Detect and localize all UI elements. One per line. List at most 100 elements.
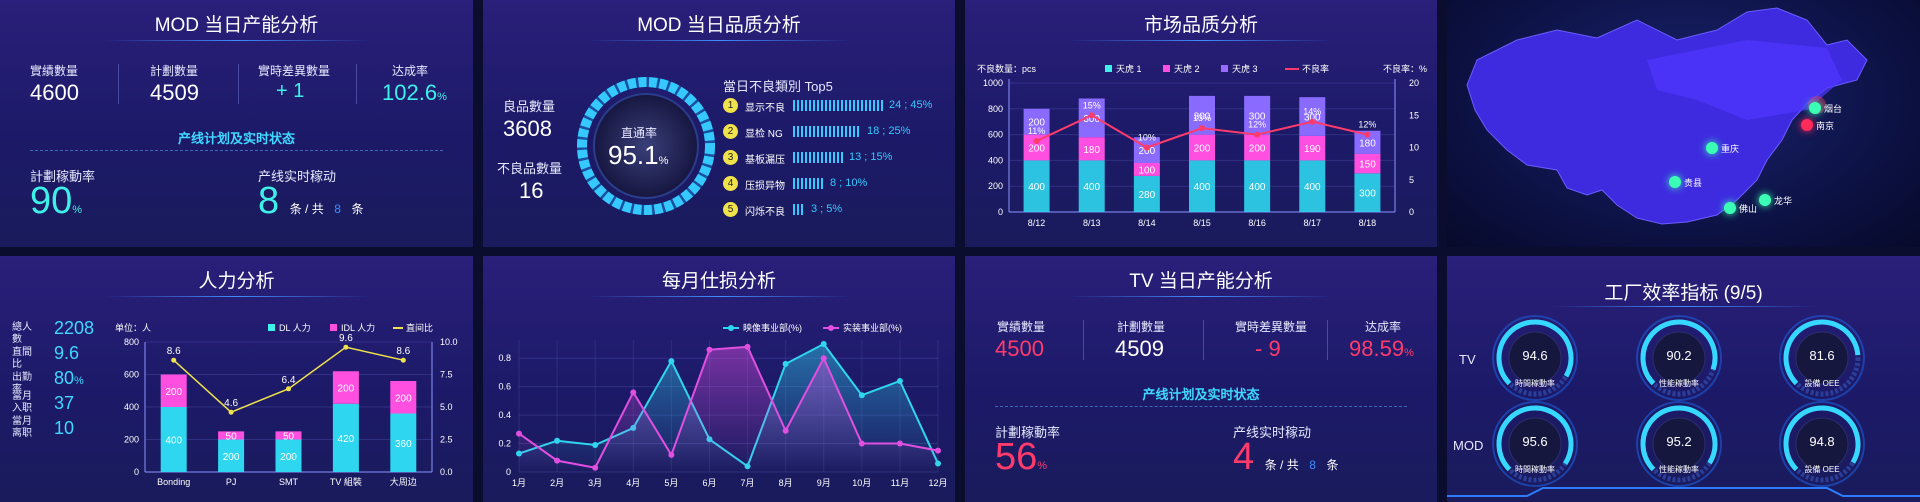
rate-number: 90 [30, 180, 73, 222]
summary-label: 直間比 [12, 347, 32, 370]
stat-label: 計劃數量 [1117, 320, 1166, 334]
x-tick-label: 8月 [779, 478, 793, 488]
title-underline [104, 40, 369, 41]
x-tick-label: 8/12 [1028, 218, 1046, 228]
gauge-label: 性能稼動率 [1659, 379, 1699, 388]
y-tick-label: 0 [506, 467, 511, 477]
x-tick-label: PJ [226, 477, 237, 487]
x-tick-label: 9月 [817, 478, 831, 488]
x-tick-label: 4月 [626, 478, 640, 488]
line-point [554, 457, 561, 464]
axis-title-right: 不良率：% [1383, 63, 1427, 74]
rate-label: 計劃稼動率 [995, 425, 1061, 440]
line-point [858, 392, 865, 399]
gauge-core [1508, 417, 1562, 471]
bar-value-label: 420 [338, 434, 355, 445]
efficiency-gauges [1447, 315, 1920, 497]
defect-bar [793, 204, 805, 215]
rank-badge: 2 [723, 124, 738, 139]
bar-segment [1078, 137, 1105, 161]
row-label-mod: MOD [1453, 438, 1484, 453]
stat-number: 98.59 [1349, 336, 1405, 361]
line-point [1143, 144, 1150, 151]
bar-segment [332, 371, 359, 404]
bar-value-label: 200 [1249, 144, 1266, 155]
gauge-arc [1496, 319, 1574, 386]
manpower-chart: 单位：人 DL 人力 IDL 人力 直间比 0 200 400 600 800 0.0 2.5 5.0… [115, 322, 458, 487]
gauge-label: 時間稼動率 [1515, 379, 1555, 388]
x-tick-label: 6月 [702, 478, 716, 488]
y2-tick-label: 5.0 [440, 402, 453, 412]
move-label: 产线实时稼动 [1233, 425, 1312, 440]
panel-map: 烟台 南京 重庆 贵县 佛山 龙华 [1447, 0, 1920, 247]
line-value-label: 6.4 [282, 375, 296, 386]
good-value: 3608 [503, 116, 552, 141]
panel-title: TV 当日产能分析 [1129, 271, 1273, 292]
defect-name: 基板漏压 [745, 155, 785, 166]
gauge-outer-ring [1492, 401, 1578, 487]
stat-unit: % [437, 91, 447, 103]
bar-value-label: 200 [1139, 146, 1156, 157]
line-point [592, 441, 599, 448]
y-tick-label: 0.6 [498, 382, 511, 392]
y-tick-label: 200 [988, 181, 1003, 191]
bar-segment [390, 413, 417, 472]
map-city-label: 佛山 [1739, 204, 1758, 214]
rank-badge: 3 [723, 150, 738, 165]
y-tick-label: 0.8 [498, 353, 511, 363]
bar-segment [1189, 160, 1215, 212]
bar-segment [1078, 160, 1105, 212]
bar-segment [275, 439, 302, 472]
gauge-outer-ring [1492, 315, 1578, 401]
gauge-value: 90.2 [1666, 348, 1692, 363]
move-unit: 条 / 共 [1264, 458, 1299, 472]
bar-segment [1023, 160, 1050, 212]
stat-value: 102.6% [382, 80, 447, 106]
bar-value-label: 190 [1304, 144, 1321, 155]
bar-segment [1354, 130, 1381, 154]
rate-value: 56% [995, 436, 1047, 479]
line-point [516, 430, 522, 437]
row-label-tv: TV [1459, 352, 1476, 367]
summary-value: 37 [54, 393, 74, 414]
x-tick-label: 3月 [588, 478, 602, 488]
legend-label: 实装事业部(%) [843, 322, 902, 333]
pass-rate-gauge [577, 77, 715, 215]
stat-label: 實績數量 [997, 320, 1046, 334]
line-value-label: 11% [1028, 126, 1045, 136]
bar-value-label: 400 [1194, 182, 1211, 193]
bar-value-label: 180 [1083, 145, 1100, 156]
axis-title-left: 不良数量：pcs [977, 63, 1037, 74]
line-value-label: 4.6 [224, 398, 238, 409]
bar-segment [218, 439, 245, 472]
gauge-label: 直通率 [621, 126, 658, 140]
panel-title: MOD 当日产能分析 [154, 15, 319, 36]
bar-value-label: 200 [1194, 144, 1211, 155]
bar-value-label: 400 [165, 436, 182, 447]
summary-label: 當月离职 [12, 416, 32, 439]
summary-label: 總人數 [12, 322, 32, 345]
map-marker [1706, 142, 1718, 154]
line-value-label: 12% [1358, 120, 1376, 130]
section-subtitle: 产线计划及实时状态 [177, 131, 295, 146]
move-value: 8 条 / 共 8 条 [258, 180, 364, 223]
map-landmass [1466, 7, 1868, 225]
x-tick-label: 8/18 [1359, 218, 1377, 228]
rate-number: 56 [995, 436, 1038, 478]
line-value-label: 13% [1193, 113, 1211, 123]
bar-segment [390, 381, 417, 414]
bar-value-label: 180 [1359, 138, 1376, 149]
monthly-loss-chart: 映像事业部(%) 实装事业部(%) 0 0.2 0.4 0.6 0.8 1月 2月 3月 4月 5月 6… [498, 322, 947, 488]
legend-label: 直间比 [406, 322, 433, 333]
stat-label: 計劃數量 [150, 64, 199, 78]
gauge-ticks [577, 77, 715, 215]
bar-segment [332, 403, 359, 472]
x-tick-label: 8/13 [1083, 218, 1101, 228]
title-underline [586, 296, 852, 297]
line-point [668, 451, 675, 458]
legend-swatch [1105, 65, 1112, 72]
gauge-value: 95.1% [608, 140, 668, 171]
x-tick-label: SMT [279, 477, 299, 487]
legend-label: DL 人力 [279, 322, 311, 333]
line-point [343, 344, 349, 350]
